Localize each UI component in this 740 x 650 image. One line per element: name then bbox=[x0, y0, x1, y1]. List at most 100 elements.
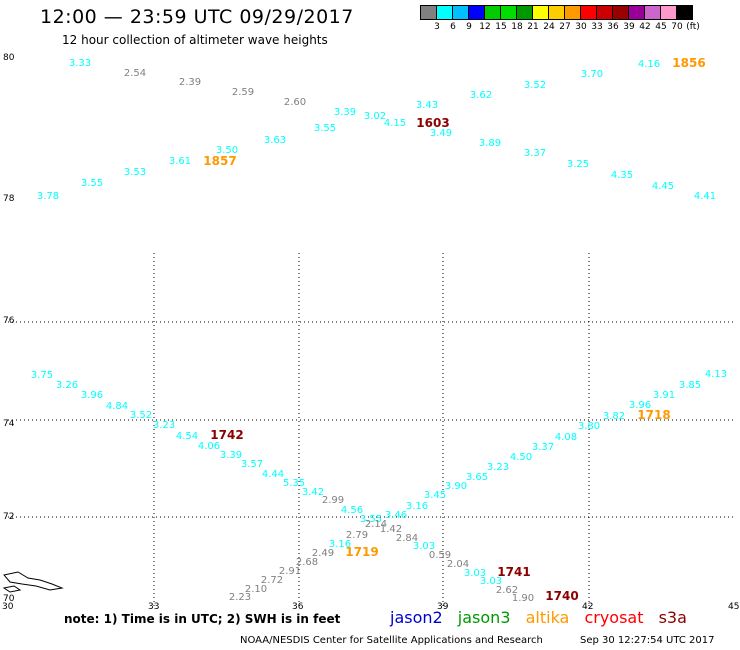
wave-height-value: 3.52 bbox=[130, 410, 152, 421]
pass-time-label: 1856 bbox=[672, 56, 705, 70]
longitude-label: 36 bbox=[292, 602, 304, 612]
pass-time-label: 1603 bbox=[416, 116, 449, 130]
wave-height-value: 3.53 bbox=[124, 167, 146, 178]
color-scale-bar bbox=[420, 5, 693, 20]
wave-height-value: 3.37 bbox=[532, 442, 554, 453]
wave-height-value: 4.16 bbox=[638, 59, 660, 70]
wave-height-value: 2.60 bbox=[284, 97, 306, 108]
wave-height-value: 1.90 bbox=[512, 593, 534, 604]
wave-height-value: 3.16 bbox=[329, 539, 351, 550]
color-scale-label: 27 bbox=[559, 22, 571, 32]
color-scale-label: 24 bbox=[543, 22, 555, 32]
wave-height-value: 3.03 bbox=[464, 568, 486, 579]
latitude-label: 78 bbox=[3, 194, 15, 204]
wave-height-value: 4.56 bbox=[341, 505, 363, 516]
wave-height-value: 4.45 bbox=[652, 181, 674, 192]
color-scale-cell bbox=[548, 5, 565, 20]
color-scale-cell bbox=[676, 5, 693, 20]
wave-height-value: 4.50 bbox=[510, 452, 532, 463]
wave-height-value: 3.23 bbox=[153, 420, 175, 431]
page-subtitle: 12 hour collection of altimeter wave hei… bbox=[62, 33, 328, 47]
wave-height-value: 3.78 bbox=[37, 191, 59, 202]
wave-height-value: 0.59 bbox=[429, 550, 451, 561]
color-scale-cell bbox=[500, 5, 517, 20]
color-scale-cell bbox=[644, 5, 661, 20]
wave-height-value: 4.08 bbox=[555, 432, 577, 443]
color-scale-label: 70 bbox=[671, 22, 683, 32]
wave-height-value: 3.70 bbox=[581, 69, 603, 80]
wave-height-value: 2.54 bbox=[124, 68, 146, 79]
color-scale-cell bbox=[628, 5, 645, 20]
wave-height-value: 3.61 bbox=[169, 156, 191, 167]
wave-height-value: 2.04 bbox=[447, 559, 469, 570]
wave-height-value: 4.41 bbox=[694, 191, 716, 202]
wave-height-value: 3.03 bbox=[480, 576, 502, 587]
lat-lon-grid bbox=[8, 253, 735, 606]
color-scale-label: 39 bbox=[623, 22, 635, 32]
wave-height-value: 3.91 bbox=[653, 390, 675, 401]
wave-height-value: 3.25 bbox=[567, 159, 589, 170]
wave-height-value: 2.99 bbox=[322, 495, 344, 506]
wave-height-value: 4.35 bbox=[611, 170, 633, 181]
color-scale-cell bbox=[660, 5, 677, 20]
longitude-label: 45 bbox=[728, 602, 739, 612]
wave-height-value: 3.89 bbox=[479, 138, 501, 149]
wave-height-value: 3.26 bbox=[56, 380, 78, 391]
legend-jason3: jason3 bbox=[457, 608, 511, 627]
latitude-label: 72 bbox=[3, 512, 14, 522]
color-scale-label: 12 bbox=[479, 22, 491, 32]
legend-jason2: jason2 bbox=[390, 608, 443, 627]
axis-labels: 30 33 36 39 42 45 80 78 76 74 72 70 bbox=[2, 53, 739, 612]
wave-height-value: 3.96 bbox=[629, 400, 651, 411]
generated-timestamp: Sep 30 12:27:54 UTC 2017 bbox=[580, 635, 715, 646]
color-scale-cell bbox=[612, 5, 629, 20]
wave-height-value: 4.06 bbox=[198, 441, 220, 452]
wave-height-value: 3.82 bbox=[603, 411, 625, 422]
wave-height-value: 3.33 bbox=[69, 58, 91, 69]
wave-height-value: 3.55 bbox=[360, 514, 382, 525]
color-scale-cell bbox=[436, 5, 453, 20]
wave-height-value: 3.57 bbox=[241, 459, 263, 470]
wave-height-value: 1.42 bbox=[380, 524, 402, 535]
wave-height-value: 3.75 bbox=[31, 370, 53, 381]
wave-height-value: 3.90 bbox=[445, 481, 467, 492]
latitude-label: 70 bbox=[3, 594, 15, 604]
wave-height-value: 3.96 bbox=[81, 390, 103, 401]
longitude-label: 39 bbox=[437, 602, 449, 612]
wave-height-value: 3.45 bbox=[424, 490, 446, 501]
latitude-label: 76 bbox=[3, 316, 15, 326]
wave-height-value: 3.37 bbox=[524, 148, 546, 159]
wave-height-value: 4.54 bbox=[176, 431, 198, 442]
color-scale-label: 42 bbox=[639, 22, 651, 32]
legend-cryosat: cryosat bbox=[584, 608, 644, 627]
color-scale-label: 6 bbox=[450, 22, 456, 32]
wave-height-value: 3.65 bbox=[466, 472, 488, 483]
wave-height-value: 2.39 bbox=[179, 77, 201, 88]
legend-s3a: s3a bbox=[658, 608, 687, 627]
wave-height-value: 3.42 bbox=[302, 487, 324, 498]
longitude-label: 33 bbox=[148, 602, 159, 612]
wave-height-value: 3.16 bbox=[406, 501, 428, 512]
wave-height-value: 3.50 bbox=[216, 145, 238, 156]
color-scale-cell bbox=[580, 5, 597, 20]
pass-time-label: 1740 bbox=[545, 589, 578, 603]
color-scale-label: 36 bbox=[607, 22, 619, 32]
wave-height-value: 2.10 bbox=[245, 584, 267, 595]
coastline bbox=[2, 571, 64, 593]
wave-height-value: 2.91 bbox=[279, 566, 301, 577]
wave-height-value: 3.63 bbox=[264, 135, 286, 146]
units-note: note: 1) Time is in UTC; 2) SWH is in fe… bbox=[64, 612, 341, 626]
pass-time-label: 1718 bbox=[637, 408, 670, 422]
satellite-legend: jason2 jason3 altika cryosat s3a bbox=[390, 608, 697, 627]
wave-height-value: 2.72 bbox=[261, 575, 283, 586]
wave-height-value: 3.23 bbox=[487, 462, 509, 473]
pass-time-label: 1857 bbox=[203, 154, 236, 168]
color-scale-label: 33 bbox=[591, 22, 603, 32]
latitude-label: 74 bbox=[3, 419, 15, 429]
wave-height-value: 4.44 bbox=[262, 469, 284, 480]
wave-height-value: 2.79 bbox=[346, 530, 368, 541]
wave-height-value: 2.84 bbox=[396, 533, 418, 544]
wave-height-value: 5.35 bbox=[283, 478, 305, 489]
wave-height-value: 3.85 bbox=[679, 380, 701, 391]
